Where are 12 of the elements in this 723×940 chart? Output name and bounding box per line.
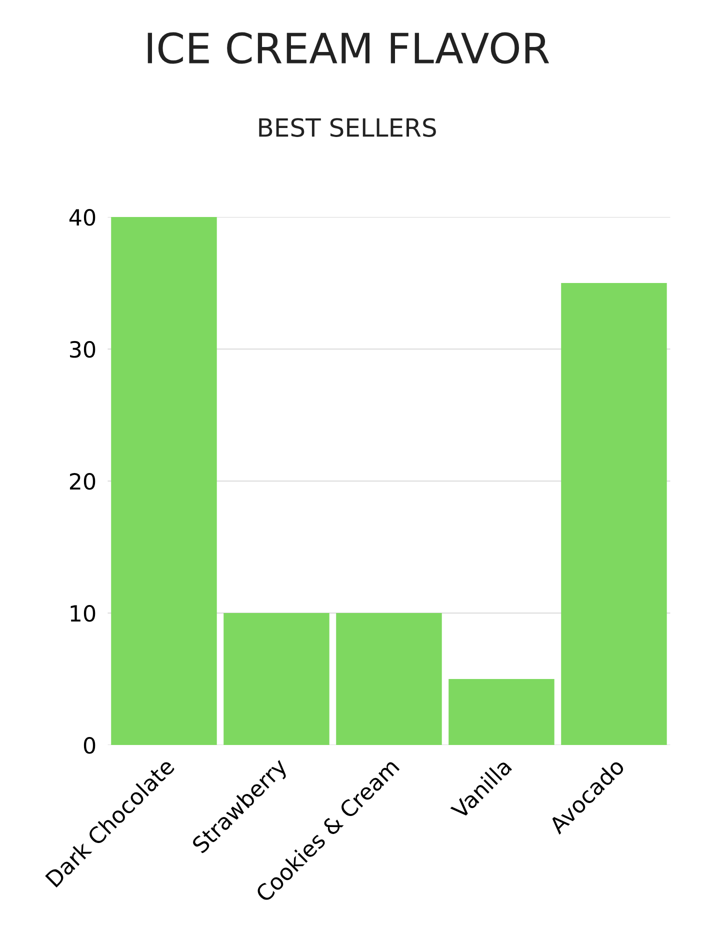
bar [111, 217, 217, 746]
bar [224, 613, 330, 746]
y-tick-label: 40 [69, 208, 96, 226]
bar [561, 283, 667, 746]
chart-title: ICE CREAM FLAVOR [148, 32, 550, 64]
bar [336, 613, 442, 746]
chart-subtitle: BEST SELLERS [259, 118, 436, 137]
y-tick-label: 0 [84, 736, 96, 754]
bar [448, 679, 554, 746]
y-tick-label: 20 [70, 472, 96, 490]
y-tick-label: 10 [70, 604, 96, 622]
y-tick-label: 30 [70, 340, 96, 358]
